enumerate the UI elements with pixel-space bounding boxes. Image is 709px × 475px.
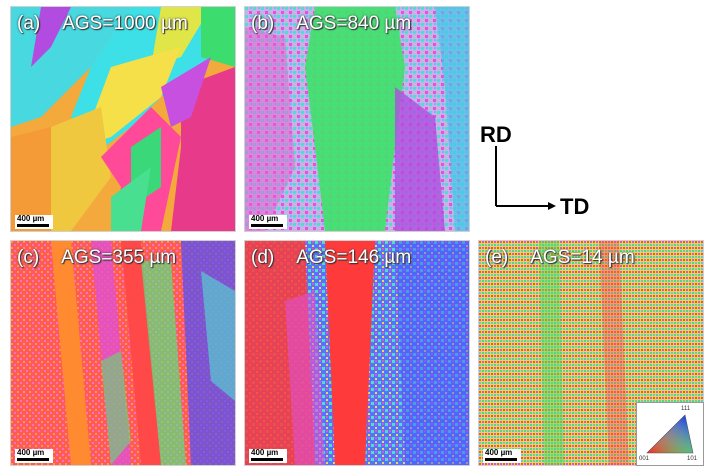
legend-111: 111	[681, 406, 691, 412]
panel-d-tag: (d)	[251, 247, 275, 268]
ipf-legend: 111 001 101	[636, 402, 704, 466]
ebsd-map-d	[245, 241, 469, 465]
td-label: TD	[560, 194, 590, 219]
panel-a-label: (a) AGS=1000 µm	[17, 13, 188, 35]
ebsd-map-a	[11, 7, 235, 231]
panel-c: (c) AGS=355 µm 400 µm	[10, 240, 236, 466]
legend-001: 001	[639, 456, 650, 462]
scale-bar-a: 400 µm	[17, 214, 49, 227]
scale-bar-c: 400 µm	[17, 448, 49, 461]
panel-d: (d) AGS=146 µm 400 µm	[244, 240, 470, 466]
scale-label-a: 400 µm	[17, 214, 45, 223]
panel-e-label: (e) AGS=14 µm	[485, 247, 635, 269]
panel-c-tag: (c)	[17, 247, 40, 268]
ipf-triangle-icon	[646, 414, 694, 454]
panel-c-label: (c) AGS=355 µm	[17, 247, 176, 269]
panel-b-title: AGS=840 µm	[296, 13, 412, 34]
axes-arrows-icon	[495, 146, 556, 210]
rd-label: RD	[480, 122, 512, 147]
panel-a-tag: (a)	[17, 13, 41, 34]
panel-a-title: AGS=1000 µm	[62, 13, 188, 34]
scale-label-c: 400 µm	[17, 448, 45, 457]
panel-b-tag: (b)	[251, 13, 275, 34]
panel-a: (a) AGS=1000 µm 400 µm	[10, 6, 236, 232]
panel-b-label: (b) AGS=840 µm	[251, 13, 411, 35]
panel-d-title: AGS=146 µm	[296, 247, 412, 268]
ebsd-map-c	[11, 241, 235, 465]
panel-b: (b) AGS=840 µm 400 µm	[244, 6, 470, 232]
panel-e-tag: (e)	[485, 247, 509, 268]
scale-label-e: 400 µm	[485, 448, 513, 457]
legend-101: 101	[687, 456, 698, 462]
panel-c-title: AGS=355 µm	[61, 247, 177, 268]
scale-label-b: 400 µm	[251, 214, 279, 223]
scale-bar-e: 400 µm	[485, 448, 517, 461]
panel-e-title: AGS=14 µm	[530, 247, 635, 268]
ebsd-map-b	[245, 7, 469, 231]
scale-bar-b: 400 µm	[251, 214, 283, 227]
panel-d-label: (d) AGS=146 µm	[251, 247, 411, 269]
scale-bar-d: 400 µm	[251, 448, 283, 461]
orientation-axes: RD TD	[480, 120, 600, 230]
scale-label-d: 400 µm	[251, 448, 279, 457]
